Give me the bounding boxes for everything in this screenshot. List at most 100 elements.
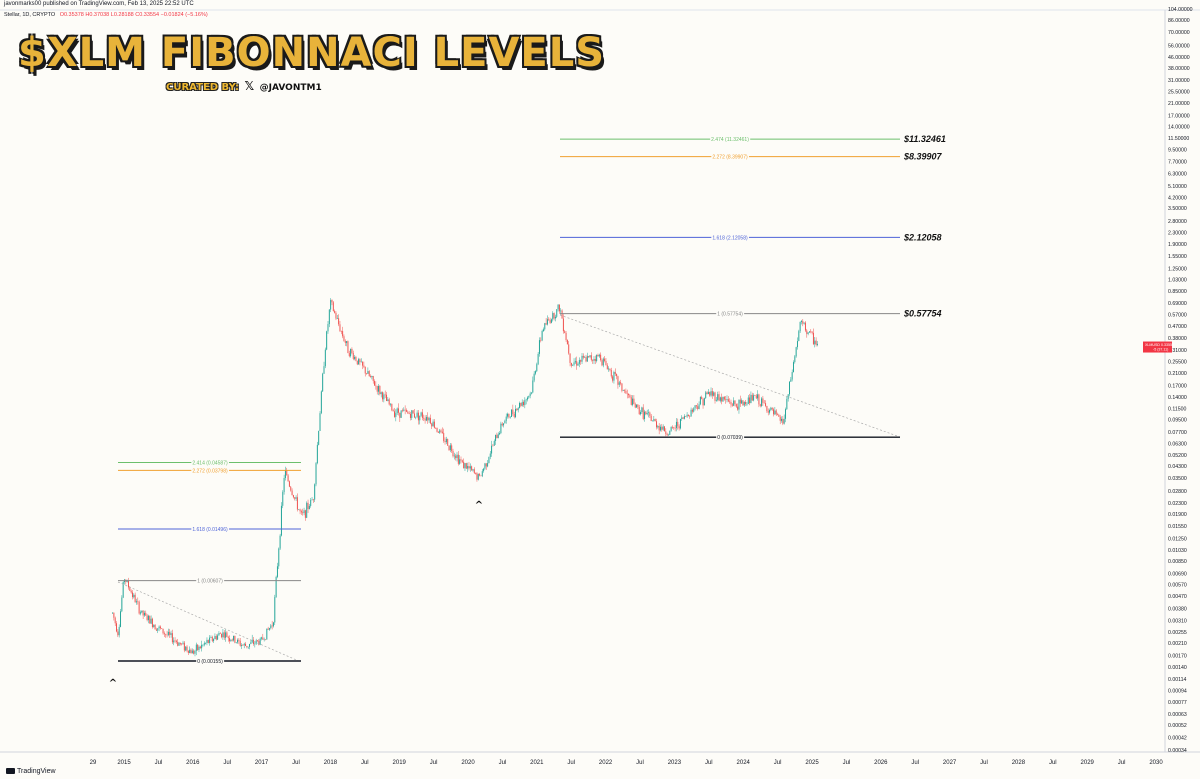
candle-body <box>633 398 635 405</box>
tradingview-logo[interactable]: TradingView <box>6 768 56 775</box>
candle-body <box>773 409 775 415</box>
candle-body <box>263 639 265 641</box>
candle-body <box>803 322 805 324</box>
candle-body <box>138 601 140 614</box>
candle-body <box>606 365 608 370</box>
candle-body <box>424 418 426 421</box>
price-tick-label: 0.01250 <box>1168 537 1187 543</box>
price-tick-label: 1.90000 <box>1168 242 1187 248</box>
price-tick-label: 0.00255 <box>1168 630 1187 636</box>
candle-body <box>130 590 132 593</box>
candle-body <box>370 376 372 378</box>
candle-body <box>413 413 415 418</box>
candle-body <box>662 426 664 430</box>
price-tick-label: 9.50000 <box>1168 147 1187 153</box>
fib-callout: $0.57754 <box>903 309 942 319</box>
fib-level-label: 0 (0.00155) <box>197 659 223 665</box>
candle-body <box>447 438 449 446</box>
candle-body <box>737 406 739 410</box>
fib-level-label: 1 (0.57754) <box>717 312 743 318</box>
candle-body <box>472 469 474 471</box>
candle-body <box>330 300 332 310</box>
candle-body <box>612 376 614 381</box>
time-tick-label: 2029 <box>1081 760 1095 766</box>
time-axis[interactable]: 29 2015 Jul 2016 Jul 2017 Jul 2018 Jul 2019 Jul 202… <box>90 760 1164 766</box>
candle-body <box>646 413 648 415</box>
candle-body <box>798 331 800 342</box>
candle-body <box>300 511 302 513</box>
candle-body <box>679 418 681 429</box>
candle-body <box>179 642 181 644</box>
candle-body <box>815 340 817 345</box>
candle-body <box>146 615 148 621</box>
candle-body <box>730 402 732 405</box>
candle-body <box>618 382 620 385</box>
candle-body <box>465 463 467 469</box>
candle-body <box>703 398 705 406</box>
candle-body <box>390 403 392 405</box>
candle-body <box>656 421 658 428</box>
candle-body <box>314 484 316 500</box>
candle-body <box>375 385 377 387</box>
candle-body <box>194 650 196 654</box>
candle-body <box>785 409 787 419</box>
candle-body <box>586 356 588 362</box>
candle-body <box>475 473 477 474</box>
candle-body <box>552 313 554 320</box>
price-axis[interactable]: 104.00000 86.00000 70.00000 56.00000 46.0000… <box>1168 7 1193 754</box>
price-tick-label: 0.00690 <box>1168 571 1187 577</box>
price-tick-label: 0.05200 <box>1168 453 1187 459</box>
candle-body <box>731 404 733 406</box>
price-tick-label: 46.00000 <box>1168 55 1190 61</box>
candle-body <box>697 406 699 409</box>
candle-body <box>495 434 497 441</box>
candle-body <box>598 354 600 357</box>
candle-body <box>372 376 374 382</box>
candle-body <box>292 495 294 498</box>
candle-body <box>560 310 562 312</box>
candle-body <box>677 421 679 427</box>
candle-body <box>253 639 255 644</box>
candle-body <box>257 640 259 641</box>
candle-body <box>769 409 771 413</box>
candle-body <box>544 323 546 330</box>
candle-body <box>499 433 501 435</box>
candle-body <box>453 455 455 457</box>
candle-body <box>404 409 406 411</box>
candle-body <box>537 353 539 365</box>
price-tick-label: 0.00052 <box>1168 723 1187 729</box>
time-tick-label: Jul <box>980 760 988 766</box>
candle-body <box>512 409 514 415</box>
candle-body <box>745 401 747 405</box>
curated-by: CURATED BY: 𝕏 @JAVONTM1 <box>166 79 322 93</box>
candle-body <box>346 341 348 343</box>
price-tick-label: 0.00042 <box>1168 736 1187 742</box>
candle-body <box>318 430 320 445</box>
candle-body <box>455 455 457 459</box>
trendline-2021 <box>559 314 901 438</box>
candle-body <box>742 400 744 406</box>
candle-body <box>473 469 475 474</box>
candle-body <box>219 633 221 634</box>
candle-body <box>468 466 470 469</box>
symbol-name[interactable]: Stellar, 1D, CRYPTO <box>4 12 56 18</box>
candle-body <box>278 548 280 567</box>
price-tick-label: 0.01030 <box>1168 548 1187 554</box>
candle-body <box>380 392 382 395</box>
candle-body <box>497 434 499 439</box>
candle-body <box>241 645 243 646</box>
candle-body <box>508 413 510 418</box>
price-tick-label: 0.00077 <box>1168 700 1187 706</box>
symbol-legend[interactable]: Stellar, 1D, CRYPTO O0.35378 H0.37038 L0… <box>4 12 208 18</box>
candle-body <box>642 407 644 419</box>
price-tick-label: 0.57000 <box>1168 312 1187 318</box>
candle-body <box>291 490 293 496</box>
candle-body <box>545 323 547 325</box>
price-tick-label: 14.00000 <box>1168 125 1190 131</box>
candle-body <box>178 642 180 646</box>
candle-body <box>636 404 638 408</box>
candle-body <box>519 402 521 408</box>
candle-body <box>596 354 598 362</box>
candle-body <box>709 391 711 396</box>
